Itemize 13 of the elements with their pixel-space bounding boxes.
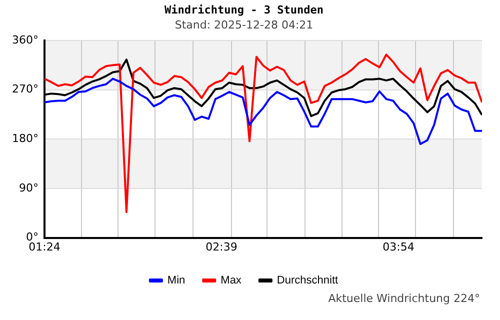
y-tick-label: 360° bbox=[12, 33, 38, 46]
legend-label: Min bbox=[167, 274, 186, 287]
x-tick-label: 01:24 bbox=[28, 240, 60, 254]
legend-label: Max bbox=[220, 274, 242, 287]
chart-subtitle: Stand: 2025-12-28 04:21 bbox=[174, 18, 314, 32]
chart-title: Windrichtung - 3 Stunden bbox=[164, 3, 324, 16]
y-tick-label: 270° bbox=[12, 82, 38, 96]
x-tick-label: 02:39 bbox=[206, 240, 238, 254]
y-tick-label: 90° bbox=[18, 181, 38, 194]
x-tick-label: 03:54 bbox=[382, 240, 414, 254]
text: Aktuelle Windrichtung 224° bbox=[328, 292, 480, 305]
y-tick-label: 180° bbox=[12, 132, 38, 145]
legend-label: Durchschnitt bbox=[276, 274, 338, 287]
